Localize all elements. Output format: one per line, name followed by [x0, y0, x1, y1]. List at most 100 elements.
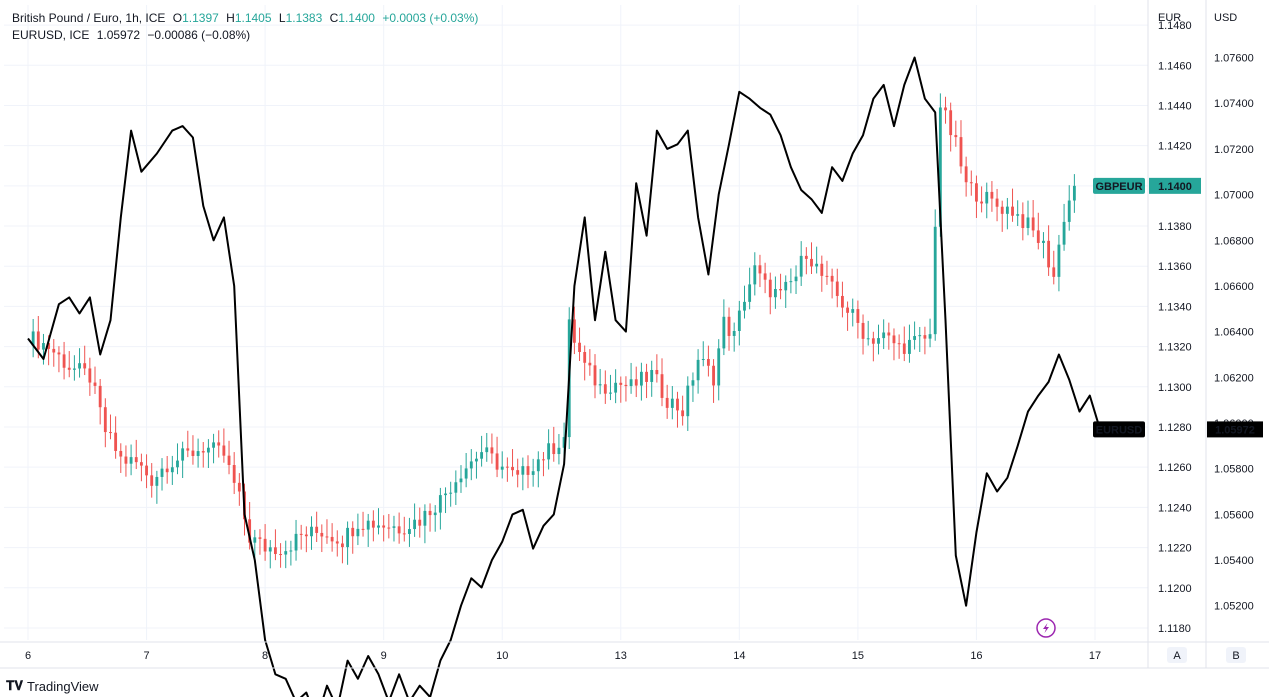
eurusd-price-tag-label: 1.05972 [1215, 424, 1255, 436]
candle-body [681, 410, 685, 417]
candle-body [768, 279, 772, 298]
time-axis[interactable]: 6 7 8 9 10 13 14 15 16 17 A B [0, 641, 1269, 669]
eurusd-price-tag [1207, 421, 1263, 438]
candle-body [851, 309, 855, 313]
candle-body [196, 451, 200, 456]
eurusd-line [27, 56, 1102, 697]
time-tick-label: 17 [1089, 650, 1101, 662]
candle-body [428, 510, 432, 516]
candle-body [531, 471, 535, 475]
eurusd-series-line [27, 56, 1102, 697]
time-tick-label: 13 [615, 650, 627, 662]
gbpeur-name-tag [1093, 177, 1145, 194]
candle-body [542, 459, 545, 461]
candle-body [629, 379, 633, 387]
candle-body [284, 551, 288, 555]
scale-mode-label: B [1232, 650, 1239, 662]
candle-body [779, 289, 782, 291]
candle-body [232, 465, 236, 483]
candle-body [67, 367, 71, 370]
lightning-icon[interactable] [1036, 618, 1056, 638]
time-tick-label: 7 [143, 650, 149, 662]
candle-body [995, 198, 999, 207]
high-label: H [226, 11, 235, 25]
candle-body [382, 525, 386, 528]
candle-body [1021, 214, 1025, 229]
candle-body [124, 456, 128, 464]
candle-body [83, 363, 87, 369]
usd-tick-label: 1.05800 [1214, 464, 1254, 476]
usd-tick-label: 1.07000 [1214, 190, 1254, 202]
candle-body [129, 457, 133, 464]
candle-body [634, 379, 638, 386]
scale-mode-label: A [1173, 650, 1181, 662]
candle-body [619, 382, 623, 385]
candle-body [1016, 214, 1020, 216]
candle-body [217, 442, 221, 446]
candle-body [902, 343, 906, 354]
candle-body [176, 460, 179, 468]
candle-body [346, 527, 350, 548]
candle-body [727, 316, 731, 336]
candle-body [866, 338, 870, 340]
candle-body [1057, 244, 1061, 277]
candle-body [52, 348, 56, 353]
close-value: 1.1400 [338, 11, 375, 25]
candle-body [36, 331, 40, 350]
candle-body [330, 536, 334, 542]
main-symbol[interactable]: British Pound / Euro, 1h, ICE [12, 11, 166, 25]
second-symbol[interactable]: EURUSD, ICE [12, 28, 90, 42]
candle-body [495, 453, 499, 470]
scale-mode-button [1167, 647, 1187, 663]
candle-body [717, 348, 721, 386]
eur-tick-label: 1.1320 [1158, 342, 1192, 354]
candle-body [655, 369, 659, 375]
candle-body [789, 281, 793, 283]
candle-body [773, 289, 777, 298]
candle-body [258, 537, 262, 539]
candle-body [310, 526, 313, 537]
candle-body [1052, 267, 1056, 277]
open-value: 1.1397 [182, 11, 219, 25]
candle-body [155, 476, 159, 486]
candle-body [882, 332, 886, 339]
candle-body [480, 452, 484, 459]
candle-body [459, 478, 463, 483]
candle-body [500, 466, 504, 470]
candle-body [670, 398, 674, 408]
gbpeur-candles [31, 93, 1076, 569]
footer-brand[interactable]: 𝐓𝐕 TradingView [6, 678, 99, 694]
usd-tick-label: 1.06400 [1214, 327, 1254, 339]
candle-body [665, 397, 669, 408]
candle-body [938, 107, 942, 227]
candle-body [449, 492, 453, 494]
price-axes[interactable]: 1.1480 1.1460 1.1440 1.1420 1.1400 1.1380 1.13… [1147, 0, 1254, 668]
candle-body [722, 316, 726, 349]
candle-body [609, 392, 612, 394]
candle-body [299, 533, 303, 535]
time-tick-label: 9 [381, 650, 387, 662]
candle-body [279, 554, 282, 556]
candle-body [985, 191, 989, 204]
candle-body [650, 369, 654, 382]
candle-body [975, 183, 978, 202]
candle-body [145, 465, 148, 476]
candle-body [438, 495, 442, 513]
candle-body [536, 459, 540, 472]
candle-body [72, 368, 76, 370]
candle-body [1067, 200, 1071, 222]
candle-body [47, 343, 51, 349]
candle-body [320, 532, 324, 537]
candle-body [578, 342, 581, 353]
candle-body [253, 537, 257, 543]
candle-body [335, 541, 339, 544]
candle-body [820, 263, 824, 276]
candle-body [325, 536, 329, 538]
candle-body [114, 432, 118, 451]
candle-body [908, 339, 911, 354]
time-tick-label: 8 [262, 650, 268, 662]
candle-body [598, 384, 602, 386]
candle-body [696, 359, 700, 381]
eur-tick-label: 1.1220 [1158, 543, 1192, 555]
